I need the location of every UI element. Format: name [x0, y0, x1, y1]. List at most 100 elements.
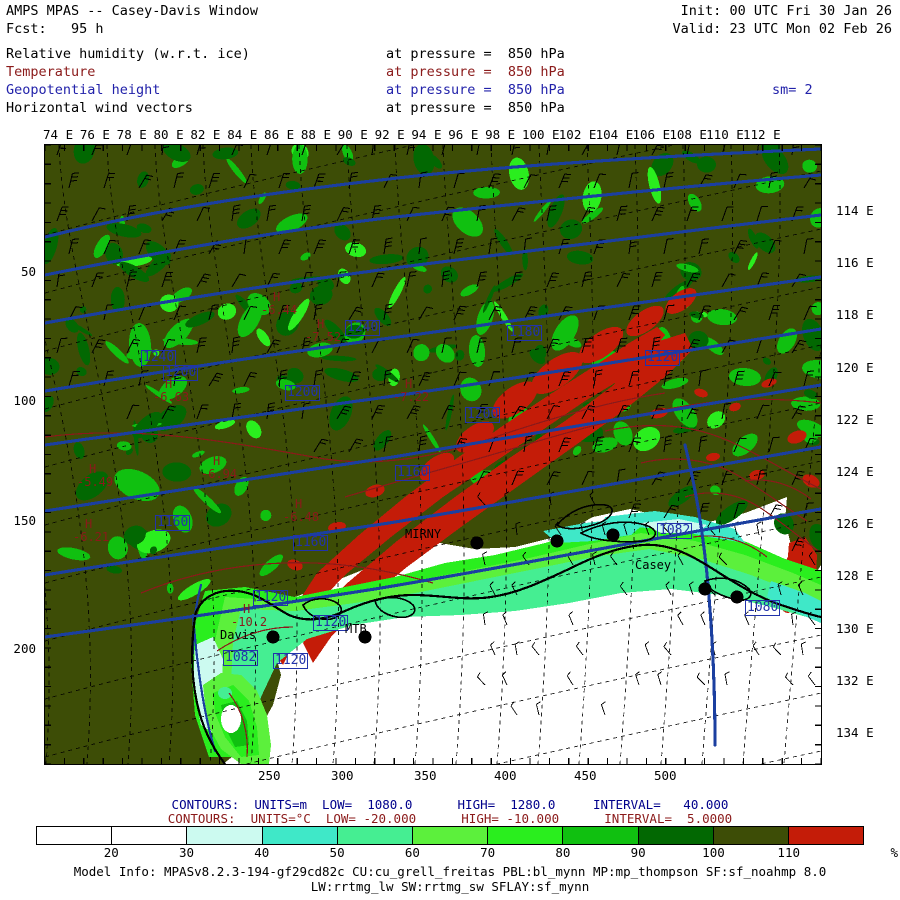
- temperature-extremum-value: -7.22: [393, 390, 430, 404]
- right-axis-tick-5: 124 E: [836, 464, 874, 479]
- colorbar-segment-3[interactable]: [262, 827, 338, 844]
- right-axis-tick-8: 130 E: [836, 620, 874, 636]
- temperature-extremum-value: -6.63: [153, 390, 190, 404]
- top-axis-tick-4: 82 E: [190, 127, 221, 142]
- temperature-contour-0: [45, 392, 666, 463]
- colorbar-tick-40: 40: [254, 845, 270, 860]
- colorbar-tick-70: 70: [480, 845, 496, 860]
- station-marker: [266, 630, 280, 644]
- temperature-contour-6: [216, 626, 294, 652]
- colorbar-tick-80: 80: [555, 845, 571, 860]
- height-contour-legend: CONTOURS: UNITS=m LOW= 1080.0 HIGH= 1280…: [171, 797, 729, 812]
- bottom-axis-tick-3: 400: [494, 768, 517, 783]
- height-contour-6: [45, 445, 821, 577]
- colorbar-segment-5[interactable]: [412, 827, 489, 844]
- right-axis-tick-4: 122 E: [836, 411, 874, 427]
- top-axis-tick-3: 80 E: [153, 127, 184, 142]
- top-axis-tick-2: 78 E: [116, 127, 147, 142]
- top-axis-tick-11: 96 E: [448, 127, 479, 142]
- temperature-extremum-value: -6.94: [201, 467, 238, 481]
- colorbar-segment-1[interactable]: [112, 827, 188, 844]
- colorbar-segment-7[interactable]: [563, 827, 639, 844]
- temperature-extremum-marker: H: [273, 290, 281, 304]
- colorbar-tick-60: 60: [404, 845, 420, 860]
- station-marker: [550, 534, 564, 548]
- field-label-rh: Relative humidity (w.r.t. ice): [6, 46, 250, 62]
- colorbar-segment-0[interactable]: [37, 827, 113, 844]
- left-axis-tick-3: 200: [13, 641, 36, 656]
- height-contour-label: 1200: [163, 365, 199, 381]
- colorbar-tick-110: 110: [777, 845, 801, 860]
- top-axis-tick-7: 88 E: [300, 127, 331, 142]
- top-axis-tick-8: 90 E: [337, 127, 368, 142]
- height-contour-label: 1240: [141, 350, 177, 366]
- right-axis-tick-3: 120 E: [836, 359, 874, 375]
- temperature-contour-4: [684, 492, 821, 554]
- height-contour-1: [45, 173, 821, 277]
- temperature-extremum-value: -10.2: [231, 615, 268, 629]
- model-info-line-2: LW:rrtmg_lw SW:rrtmg_sw SFLAY:sf_mynn: [310, 879, 590, 894]
- left-axis-tick-2: 150: [13, 513, 36, 528]
- relative-humidity-colorbar[interactable]: [36, 826, 864, 845]
- header-fcst: Fcst: 95 h: [6, 21, 104, 37]
- temperature-extremum-marker: H: [89, 462, 97, 476]
- temperature-extremum-marker: H: [85, 517, 93, 531]
- map-plot-area[interactable]: 1240 1240 1200 1200 1200 1160 1160 1160 1120 1120…: [44, 144, 822, 765]
- header-init: Init: 00 UTC Fri 30 Jan 26: [680, 3, 892, 19]
- top-axis-tick-13: 100 E: [521, 127, 560, 142]
- station-label-mtb: MTB: [345, 622, 367, 636]
- colorbar-segment-4[interactable]: [337, 827, 413, 844]
- height-contour-5: [45, 383, 821, 513]
- station-marker: [698, 582, 712, 596]
- colorbar-tick-90: 90: [630, 845, 646, 860]
- height-contour-label: 1200: [465, 407, 501, 423]
- temperature-extremum-marker: H: [243, 602, 251, 616]
- height-contour-label: 1082: [657, 523, 693, 539]
- colorbar-segment-8[interactable]: [638, 827, 714, 844]
- colorbar-tick-100: 100: [702, 845, 725, 860]
- header-valid: Valid: 23 UTC Mon 02 Feb 26: [672, 21, 892, 37]
- temperature-contour-9: [228, 692, 248, 758]
- top-axis-tick-16: 106 E: [632, 127, 671, 142]
- temperature-extremum-value: -6.21: [73, 530, 110, 544]
- model-info-line-1: Model Info: MPASv8.2.3-194-gf29cd82c CU:…: [73, 864, 827, 879]
- station-label-mirny: MIRNY: [405, 527, 442, 541]
- colorbar-units-label: %: [890, 845, 898, 860]
- height-contour-0: [45, 147, 821, 239]
- colorbar-segment-6[interactable]: [488, 827, 564, 844]
- temperature-extremum-marker: H: [213, 454, 221, 468]
- field-label-geopotential-height: Geopotential height: [6, 82, 161, 98]
- map-canvas: [45, 145, 821, 764]
- colorbar-segment-2[interactable]: [187, 827, 263, 844]
- bottom-axis-tick-4: 450: [574, 768, 597, 783]
- colorbar-tick-labels: 20 30 40 50 60 70 80 90 100 110: [36, 845, 864, 861]
- right-axis-tick-9: 132 E: [836, 672, 874, 688]
- height-contour-2: [45, 213, 821, 325]
- colorbar-tick-50: 50: [329, 845, 345, 860]
- temperature-contour-3: [640, 458, 808, 522]
- temperature-contour-legend: CONTOURS: UNITS=°C LOW= -20.000 HIGH= -1…: [167, 811, 733, 826]
- temperature-contour-5: [140, 562, 434, 594]
- top-axis-tick-10: 94 E: [411, 127, 442, 142]
- colorbar-segment-9[interactable]: [713, 827, 789, 844]
- field-pressure-wind-vectors: at pressure = 850 hPa: [386, 100, 565, 116]
- height-contour-label: 1120: [313, 615, 349, 631]
- station-marker: [470, 536, 484, 550]
- right-axis-tick-7: 128 E: [836, 568, 874, 584]
- top-axis-tick-14: 102 E: [558, 127, 597, 142]
- height-contour-label: 1120: [253, 590, 289, 606]
- field-pressure-geopotential-height: at pressure = 850 hPa: [386, 82, 565, 98]
- height-contour-8: [683, 443, 717, 747]
- bottom-axis-tick-5: 500: [654, 768, 677, 783]
- height-contour-label: 1160: [155, 515, 191, 531]
- height-contour-7: [45, 507, 821, 639]
- top-axis-tick-17: 108 E: [669, 127, 707, 142]
- field-pressure-temperature: at pressure = 850 hPa: [386, 64, 565, 80]
- right-axis-tick-6: 126 E: [836, 516, 874, 532]
- field-label-wind-vectors: Horizontal wind vectors: [6, 100, 193, 116]
- colorbar-segment-10[interactable]: [788, 827, 864, 844]
- temperature-extremum-value: -5.49: [77, 475, 114, 489]
- bottom-axis-tick-0: 250: [258, 768, 281, 783]
- station-marker: [358, 630, 372, 644]
